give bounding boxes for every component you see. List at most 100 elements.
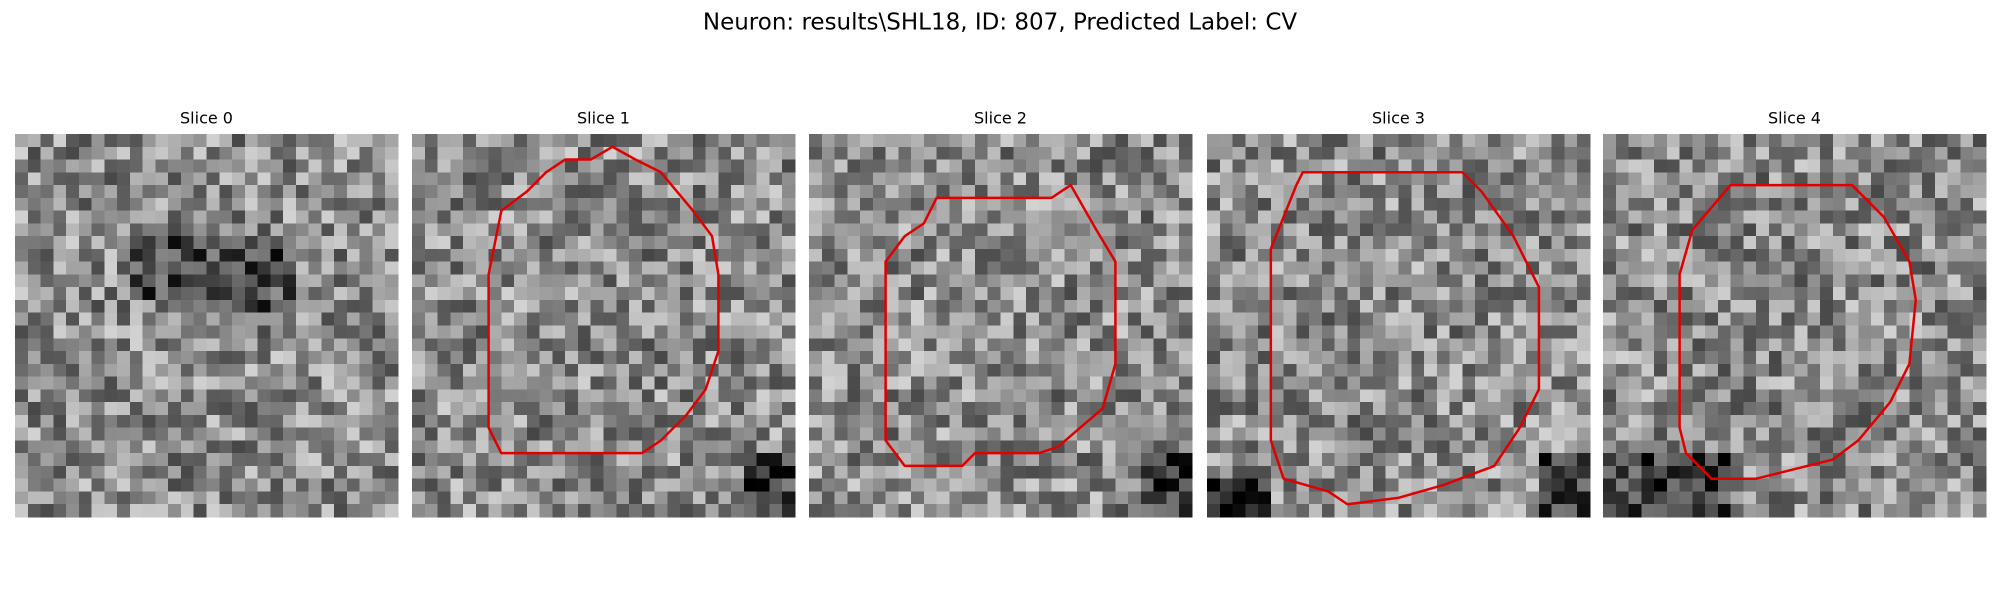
pixel bbox=[321, 389, 335, 403]
pixel bbox=[1832, 299, 1847, 314]
pixel bbox=[1140, 478, 1155, 492]
pixel bbox=[1551, 223, 1565, 237]
pixel bbox=[1820, 274, 1834, 288]
pixel bbox=[987, 453, 1001, 467]
pixel bbox=[1258, 376, 1272, 390]
pixel bbox=[1832, 414, 1847, 429]
pixel bbox=[1038, 236, 1053, 250]
pixel bbox=[834, 376, 848, 390]
pixel bbox=[1140, 338, 1155, 352]
pixel bbox=[1064, 248, 1078, 263]
pixel bbox=[1334, 440, 1348, 454]
pixel bbox=[334, 197, 348, 212]
pixel bbox=[1013, 248, 1027, 263]
pixel bbox=[1102, 146, 1116, 161]
pixel bbox=[1513, 223, 1527, 237]
pixel bbox=[1717, 414, 1732, 429]
pixel bbox=[1871, 478, 1885, 492]
pixel bbox=[1102, 210, 1116, 224]
pixel bbox=[244, 351, 259, 365]
pixel bbox=[629, 274, 643, 288]
pixel bbox=[898, 465, 912, 480]
pixel bbox=[1960, 172, 1974, 186]
pixel bbox=[168, 414, 182, 429]
pixel bbox=[1309, 338, 1323, 352]
pixel bbox=[616, 338, 630, 352]
pixel bbox=[1207, 159, 1221, 173]
pixel bbox=[1013, 491, 1027, 505]
pixel bbox=[629, 172, 643, 186]
pixel bbox=[539, 287, 553, 301]
pixel bbox=[1000, 299, 1014, 314]
pixel bbox=[1207, 312, 1221, 326]
pixel bbox=[1232, 261, 1246, 275]
pixel bbox=[1487, 414, 1502, 429]
pixel bbox=[1385, 389, 1399, 403]
pixel bbox=[1832, 478, 1847, 492]
pixel bbox=[1462, 261, 1476, 275]
pixel bbox=[885, 491, 899, 505]
pixel bbox=[1883, 312, 1898, 326]
pixel bbox=[1845, 287, 1859, 301]
pixel bbox=[193, 363, 207, 378]
pixel bbox=[488, 197, 502, 212]
pixel bbox=[1564, 261, 1578, 275]
pixel bbox=[1832, 287, 1847, 301]
pixel bbox=[1807, 236, 1821, 250]
pixel bbox=[1424, 376, 1438, 390]
pixel bbox=[1858, 465, 1872, 480]
pixel bbox=[1577, 478, 1591, 492]
pixel bbox=[1000, 248, 1014, 263]
pixel bbox=[1628, 172, 1642, 186]
pixel bbox=[180, 376, 195, 390]
pixel bbox=[1258, 210, 1272, 224]
pixel bbox=[1641, 504, 1655, 518]
pixel bbox=[731, 351, 745, 365]
pixel bbox=[1973, 478, 1987, 492]
pixel bbox=[1922, 414, 1936, 429]
pixel bbox=[1820, 159, 1834, 173]
pixel bbox=[667, 146, 681, 161]
pixel bbox=[1207, 134, 1221, 148]
pixel bbox=[142, 465, 156, 480]
pixel bbox=[526, 414, 541, 429]
pixel bbox=[359, 363, 373, 378]
pixel bbox=[1245, 223, 1259, 237]
pixel bbox=[1564, 402, 1578, 416]
pixel bbox=[308, 363, 322, 378]
pixel bbox=[1309, 504, 1323, 518]
pixel bbox=[847, 504, 861, 518]
pixel bbox=[974, 261, 989, 275]
pixel bbox=[1692, 402, 1706, 416]
pixel bbox=[142, 197, 156, 212]
pixel bbox=[603, 185, 617, 199]
pixel bbox=[1628, 261, 1642, 275]
pixel bbox=[1179, 427, 1193, 441]
pixel bbox=[1538, 146, 1553, 161]
pixel bbox=[1922, 376, 1936, 390]
pixel bbox=[1309, 376, 1323, 390]
pixel bbox=[1179, 287, 1193, 301]
pixel bbox=[1411, 389, 1425, 403]
pixel bbox=[463, 504, 477, 518]
pixel bbox=[193, 210, 207, 224]
pixel bbox=[514, 504, 528, 518]
pixel bbox=[1077, 223, 1091, 237]
pixel bbox=[206, 414, 220, 429]
pixel bbox=[1768, 274, 1783, 288]
pixel bbox=[1245, 376, 1259, 390]
pixel bbox=[1487, 504, 1502, 518]
pixel bbox=[1487, 440, 1502, 454]
pixel bbox=[743, 504, 758, 518]
pixel bbox=[155, 325, 169, 339]
pixel bbox=[1360, 402, 1374, 416]
pixel bbox=[1615, 185, 1630, 199]
pixel bbox=[232, 491, 246, 505]
pixel bbox=[577, 389, 592, 403]
pixel bbox=[257, 440, 271, 454]
pixel bbox=[667, 478, 681, 492]
pixel bbox=[1577, 440, 1591, 454]
pixel bbox=[1564, 134, 1578, 148]
pixel bbox=[1871, 465, 1885, 480]
pixel bbox=[731, 159, 745, 173]
